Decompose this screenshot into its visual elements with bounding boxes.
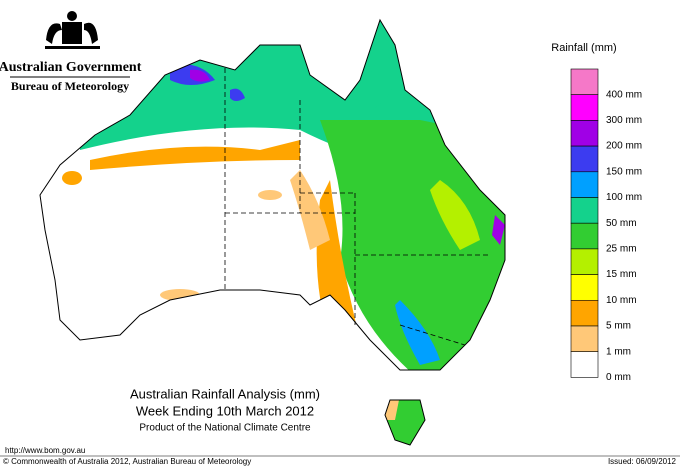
legend-title: Rainfall (mm) [551, 42, 616, 54]
legend-label: 50 mm [606, 218, 637, 229]
coat-of-arms [45, 11, 100, 49]
product: Product of the National Climate Centre [139, 423, 311, 434]
legend-label: 25 mm [606, 244, 637, 255]
issued: Issued: 06/09/2012 [608, 457, 677, 466]
state-borders [224, 68, 490, 346]
legend-swatch [570, 120, 599, 147]
legend-swatch [570, 299, 599, 327]
copyright: © Commonwealth of Australia 2012, Austra… [3, 457, 251, 466]
legend-label: 0 mm [606, 372, 631, 383]
url: http://www.bom.gov.au [5, 446, 85, 455]
legend-label: 1 mm [606, 346, 631, 357]
legend-swatch [570, 248, 599, 275]
legend-label: 100 mm [606, 192, 642, 203]
legend-swatch [570, 351, 599, 378]
coastline [39, 18, 506, 446]
agency: Bureau of Meteorology [11, 79, 129, 93]
legend-label: 200 mm [606, 141, 642, 152]
legend-swatch [570, 68, 599, 96]
title: Australian Rainfall Analysis (mm) [130, 386, 320, 401]
legend-swatch [570, 325, 599, 353]
legend-label: 5 mm [606, 321, 631, 332]
government: Australian Government [0, 60, 142, 75]
legend-swatch [570, 145, 599, 173]
legend-swatch [570, 94, 599, 121]
legend-label: 400 mm [606, 89, 642, 100]
legend: 400 mm 300 mm 200 mm 150 mm 100 mm 50 mm 25 mm… [570, 68, 642, 383]
legend-label: 150 mm [606, 166, 642, 177]
legend-label: 15 mm [606, 269, 637, 280]
legend-swatch [570, 197, 599, 224]
legend-swatch [570, 274, 599, 301]
legend-swatch [570, 171, 599, 198]
legend-label: 10 mm [606, 295, 637, 306]
subtitle: Week Ending 10th March 2012 [136, 403, 314, 418]
legend-label: 300 mm [606, 115, 642, 126]
legend-swatch [570, 222, 599, 250]
